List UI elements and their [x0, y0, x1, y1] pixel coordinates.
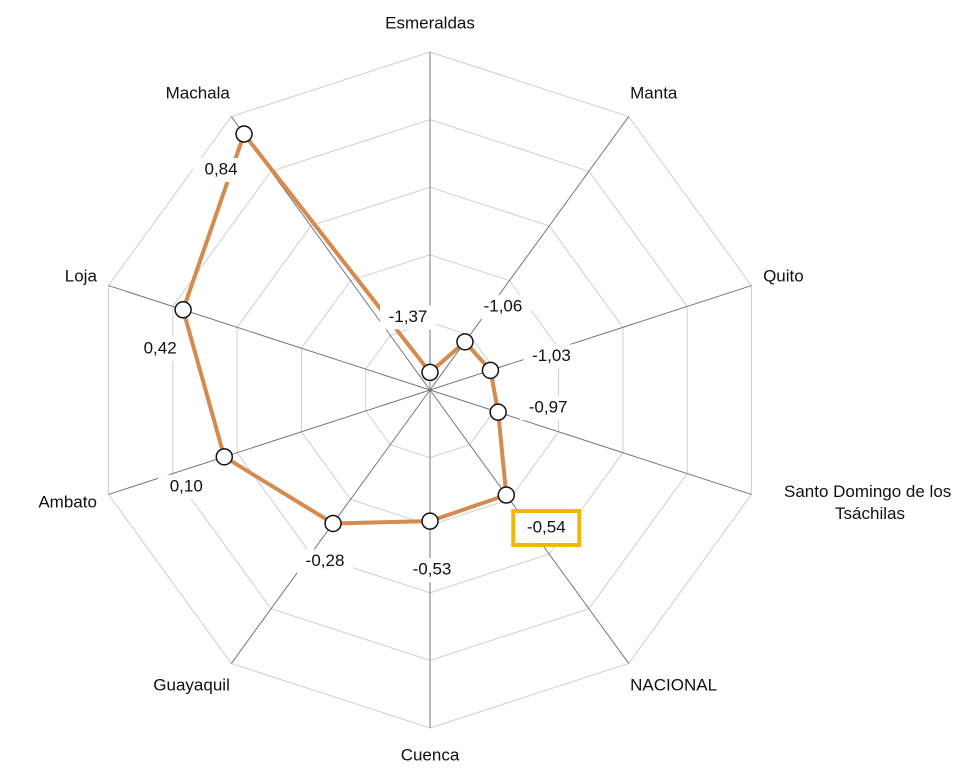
value-label: -1,37 [389, 307, 428, 326]
axis-spoke [429, 389, 752, 495]
label-bg [297, 549, 354, 574]
data-point [421, 512, 439, 530]
category-label: NACIONAL [630, 676, 717, 695]
value-label: 0,10 [170, 476, 203, 495]
series-line [181, 132, 509, 526]
label-bg [523, 344, 580, 369]
category-label: Santo Domingo de los Tsáchilas [784, 482, 956, 523]
data-point [497, 486, 516, 504]
category-label: Ambato [38, 493, 97, 512]
category-label: Guayaquil [153, 676, 230, 695]
data-point [421, 363, 439, 382]
label-bg [193, 158, 250, 183]
value-label: -0,53 [413, 560, 452, 579]
value-label: -1,06 [484, 296, 523, 315]
data-point [324, 514, 342, 533]
category-label: Machala [166, 83, 231, 102]
data-point [235, 125, 253, 143]
label-bg [404, 558, 460, 583]
label-bg [380, 305, 436, 330]
axis-spoke [108, 285, 431, 391]
data-point [481, 361, 500, 380]
value-label: -1,03 [532, 346, 571, 365]
value-label: 0,42 [144, 338, 177, 357]
data-point [489, 403, 507, 421]
label-bg [132, 336, 189, 361]
category-label: Loja [65, 266, 98, 285]
label-bg [474, 294, 531, 319]
data-point [456, 333, 474, 351]
value-label: -0,54 [527, 517, 566, 536]
category-label: Cuenca [401, 745, 460, 764]
axis-spoke [108, 389, 431, 495]
category-label: Quito [763, 266, 804, 285]
data-point [174, 301, 192, 319]
category-label: Esmeraldas [385, 13, 475, 32]
category-label: Manta [630, 83, 678, 102]
highlight-box [511, 509, 582, 548]
value-label: -0,97 [529, 398, 568, 417]
label-bg [158, 474, 215, 499]
data-point [215, 448, 234, 466]
value-label: 0,84 [204, 160, 237, 179]
value-label: -0,28 [306, 551, 345, 570]
label-bg [520, 396, 577, 421]
